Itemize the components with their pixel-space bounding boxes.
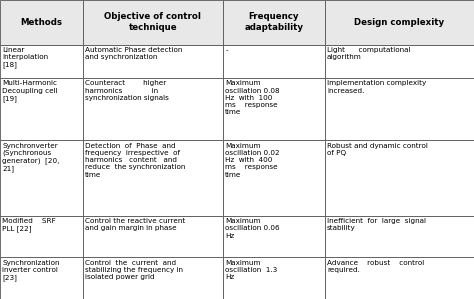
- Bar: [83, 140, 223, 216]
- Text: Detection  of  Phase  and
frequency  irrespective  of
harmonics   content   and
: Detection of Phase and frequency irrespe…: [85, 143, 186, 178]
- Text: Counteract        higher
harmonics             in
synchronization signals: Counteract higher harmonics in synchroni…: [85, 80, 169, 101]
- Text: Inefficient  for  large  signal
stability: Inefficient for large signal stability: [327, 218, 426, 231]
- Text: Control  the  current  and
stabilizing the frequency in
isolated power grid: Control the current and stabilizing the …: [85, 260, 183, 280]
- Text: Synchronverter
(Synchronous
generator)  [20,
21]: Synchronverter (Synchronous generator) […: [2, 143, 60, 173]
- Bar: [83, 78, 223, 140]
- Text: Modified    SRF
PLL [22]: Modified SRF PLL [22]: [2, 218, 56, 232]
- Bar: [223, 45, 325, 78]
- Text: Light      computational
algorithm: Light computational algorithm: [327, 47, 410, 60]
- Bar: [223, 0, 325, 45]
- Text: Maximum
oscillation 0.08
Hz  with  100
ms    response
time: Maximum oscillation 0.08 Hz with 100 ms …: [225, 80, 280, 115]
- Bar: [223, 140, 325, 216]
- Bar: [223, 257, 325, 299]
- Text: Robust and dynamic control
of PQ: Robust and dynamic control of PQ: [327, 143, 428, 156]
- Text: Synchronization
inverter control
[23]: Synchronization inverter control [23]: [2, 260, 60, 281]
- Text: Maximum
oscillation 0.02
Hz  with  400
ms    response
time: Maximum oscillation 0.02 Hz with 400 ms …: [225, 143, 280, 178]
- Text: Implementation complexity
increased.: Implementation complexity increased.: [327, 80, 426, 94]
- Text: Methods: Methods: [20, 18, 63, 27]
- Bar: [0, 45, 83, 78]
- Bar: [83, 0, 223, 45]
- Bar: [325, 216, 474, 257]
- Text: Objective of control
technique: Objective of control technique: [104, 13, 201, 32]
- Bar: [325, 78, 474, 140]
- Bar: [0, 140, 83, 216]
- Bar: [325, 45, 474, 78]
- Bar: [223, 78, 325, 140]
- Text: Multi-Harmonic
Decoupling cell
[19]: Multi-Harmonic Decoupling cell [19]: [2, 80, 58, 102]
- Text: Design complexity: Design complexity: [354, 18, 445, 27]
- Bar: [0, 0, 83, 45]
- Text: Automatic Phase detection
and synchronization: Automatic Phase detection and synchroniz…: [85, 47, 182, 60]
- Text: Advance    robust    control
required.: Advance robust control required.: [327, 260, 424, 273]
- Text: Linear
Interpolation
[18]: Linear Interpolation [18]: [2, 47, 48, 68]
- Bar: [0, 78, 83, 140]
- Bar: [223, 216, 325, 257]
- Text: Control the reactive current
and gain margin in phase: Control the reactive current and gain ma…: [85, 218, 185, 231]
- Text: Frequency
adaptability: Frequency adaptability: [244, 13, 303, 32]
- Bar: [83, 45, 223, 78]
- Bar: [0, 216, 83, 257]
- Bar: [0, 257, 83, 299]
- Bar: [325, 0, 474, 45]
- Bar: [83, 216, 223, 257]
- Text: -: -: [225, 47, 228, 53]
- Bar: [325, 140, 474, 216]
- Text: Maximum
oscillation 0.06
Hz: Maximum oscillation 0.06 Hz: [225, 218, 280, 239]
- Text: Maximum
oscillation  1.3
Hz: Maximum oscillation 1.3 Hz: [225, 260, 277, 280]
- Bar: [83, 257, 223, 299]
- Bar: [325, 257, 474, 299]
